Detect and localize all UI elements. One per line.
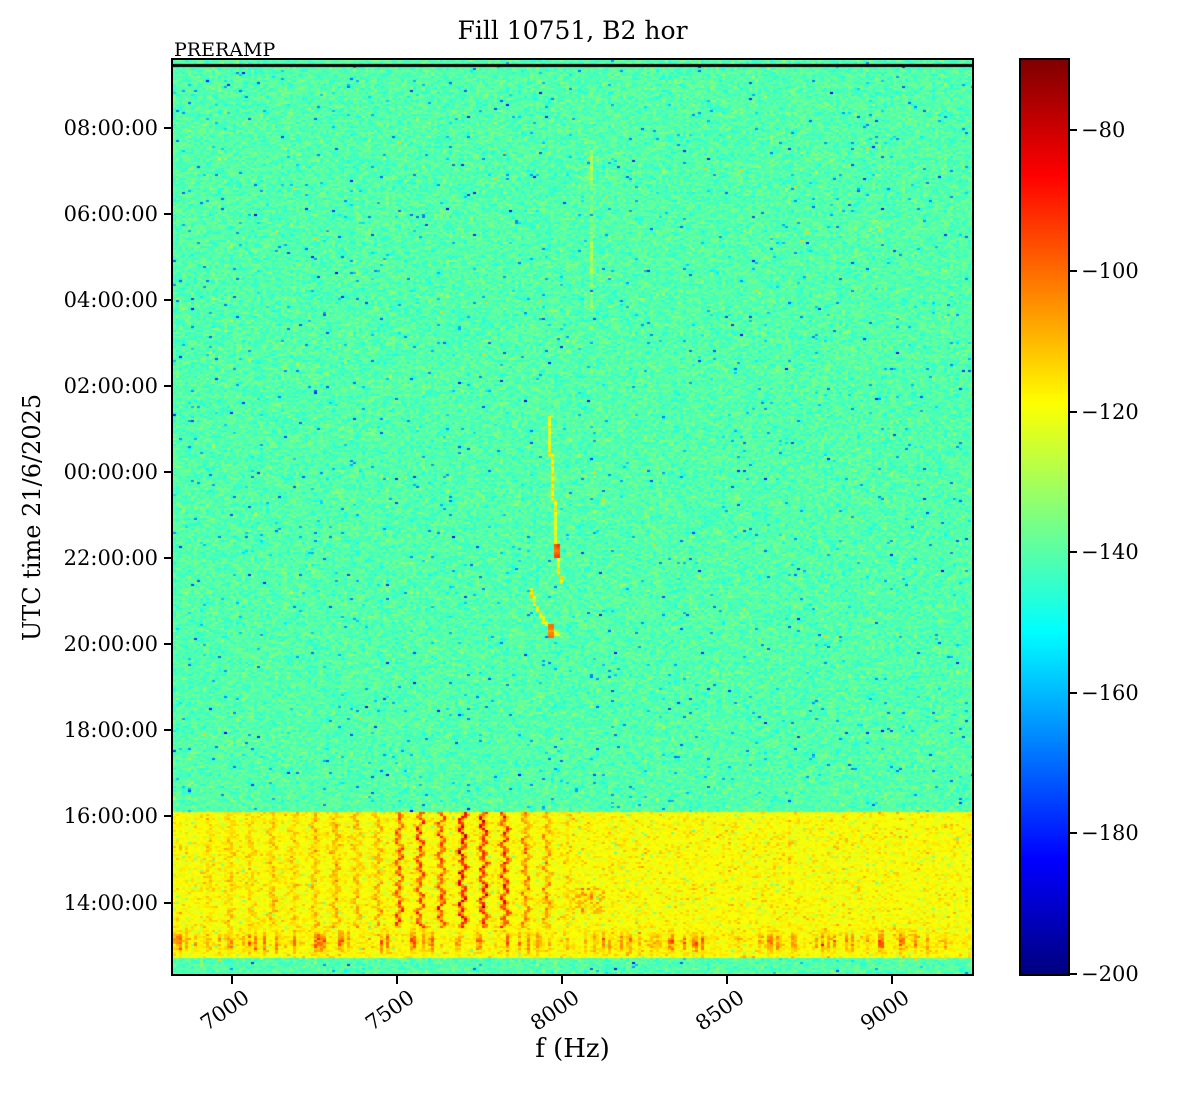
y-tick-label: 20:00:00 <box>63 632 158 657</box>
colorbar-canvas <box>1021 60 1068 974</box>
preramp-annotation: PRERAMP <box>174 39 276 61</box>
x-tick-mark <box>561 976 564 984</box>
spectrogram-canvas <box>173 60 972 974</box>
colorbar-tick-label: −100 <box>1081 258 1139 283</box>
y-tick-mark <box>164 126 172 129</box>
colorbar-tick-label: −120 <box>1081 399 1139 424</box>
colorbar-tick-mark <box>1070 410 1077 413</box>
y-tick-label: 00:00:00 <box>63 460 158 484</box>
y-tick-label: 16:00:00 <box>63 804 158 829</box>
colorbar-tick-mark <box>1070 691 1077 694</box>
colorbar-tick-mark <box>1070 832 1077 835</box>
y-tick-label: 18:00:00 <box>63 718 158 743</box>
y-tick-label: 14:00:00 <box>63 890 158 915</box>
y-tick-mark <box>164 557 172 560</box>
colorbar-tick-label: −180 <box>1081 821 1139 846</box>
y-tick-label: 22:00:00 <box>63 546 158 571</box>
y-tick-mark <box>164 643 172 646</box>
x-tick-mark <box>726 976 729 984</box>
colorbar-tick-mark <box>1070 551 1077 554</box>
colorbar <box>1019 58 1070 976</box>
y-tick-mark <box>164 901 172 904</box>
x-axis-label: f (Hz) <box>535 1034 610 1064</box>
y-tick-label: 02:00:00 <box>63 373 158 398</box>
colorbar-tick-label: −200 <box>1081 962 1139 986</box>
y-axis-label: UTC time 21/6/2025 <box>18 393 46 641</box>
x-tick-label: 7000 <box>195 985 254 1036</box>
x-tick-label: 8000 <box>525 985 584 1036</box>
colorbar-tick-mark <box>1070 269 1077 272</box>
x-tick-mark <box>396 976 399 984</box>
y-tick-label: 06:00:00 <box>63 201 158 226</box>
spectrogram-plot <box>171 58 974 976</box>
x-tick-label: 9000 <box>855 985 914 1036</box>
y-tick-label: 08:00:00 <box>63 115 158 140</box>
colorbar-tick-label: −80 <box>1081 118 1126 143</box>
y-tick-mark <box>164 384 172 387</box>
y-tick-label: 04:00:00 <box>63 287 158 312</box>
x-tick-label: 7500 <box>360 985 419 1036</box>
colorbar-tick-label: −140 <box>1081 540 1139 565</box>
x-tick-mark <box>891 976 894 984</box>
x-tick-mark <box>231 976 234 984</box>
colorbar-tick-label: −160 <box>1081 680 1139 705</box>
y-tick-mark <box>164 815 172 818</box>
y-tick-mark <box>164 729 172 732</box>
x-tick-label: 8500 <box>690 985 749 1036</box>
colorbar-tick-mark <box>1070 129 1077 132</box>
y-tick-mark <box>164 298 172 301</box>
y-tick-mark <box>164 471 172 473</box>
plot-title: Fill 10751, B2 hor <box>457 16 688 45</box>
colorbar-tick-mark <box>1070 973 1077 975</box>
y-tick-mark <box>164 212 172 215</box>
